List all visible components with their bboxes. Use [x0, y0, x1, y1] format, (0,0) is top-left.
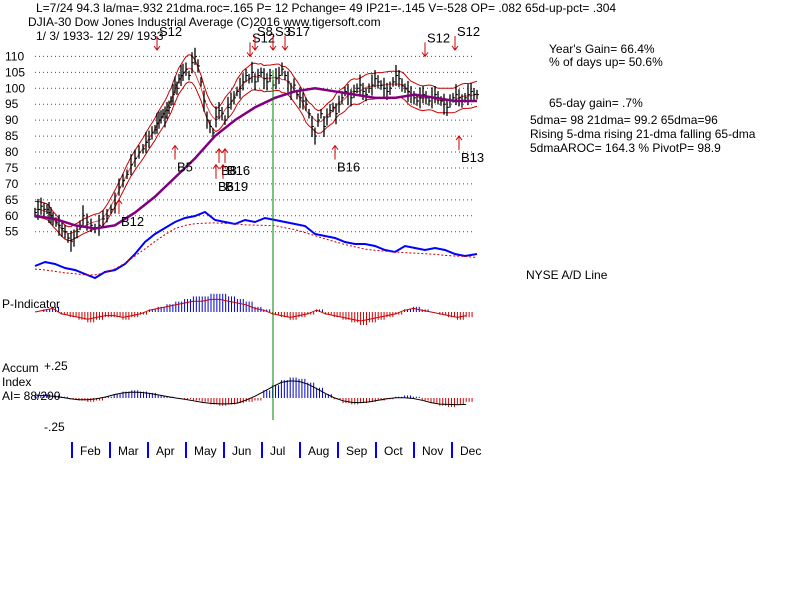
- y-tick-label: 65: [5, 193, 19, 207]
- sell-arrow-head: [269, 45, 277, 51]
- month-label: May: [194, 444, 217, 458]
- month-label: Jul: [270, 444, 285, 458]
- p-indicator-label: P-Indicator: [2, 297, 61, 311]
- sell-signal-label: S8: [257, 24, 273, 39]
- sell-signal-label: S12: [427, 30, 450, 45]
- month-label: Jun: [232, 444, 251, 458]
- sell-arrow-head: [281, 45, 289, 51]
- y-tick-label: 110: [5, 49, 24, 63]
- ma65-path: [34, 86, 477, 230]
- aroc-pivot: 5dmaAROC= 164.3 % PivotP= 98.9: [530, 141, 721, 155]
- month-label: Apr: [156, 444, 175, 458]
- upper-band: [35, 54, 478, 228]
- buy-arrow-head: [221, 147, 229, 154]
- years-gain: Year's Gain= 66.4%: [549, 42, 655, 56]
- sell-arrow-head: [421, 52, 429, 58]
- sell-arrow-head: [451, 45, 459, 51]
- buy-arrow-head: [171, 144, 179, 150]
- sell-arrow-head: [246, 52, 254, 58]
- ad-line-label: NYSE A/D Line: [526, 268, 608, 282]
- y-tick-label: 95: [5, 97, 19, 111]
- buy-signal-label: B19: [225, 179, 248, 194]
- price-axis-labels: 55 60 65 70 75 80 85 90 95 100 105 110: [5, 49, 25, 238]
- month-label: Sep: [346, 444, 368, 458]
- p-indicator-bars: [34, 293, 473, 325]
- p-indicator-ma: [34, 298, 467, 322]
- y-tick-label: 60: [5, 209, 19, 223]
- header-line-2: DJIA-30 Dow Jones Industrial Average (C)…: [28, 15, 381, 29]
- buy-signal-label: B12: [121, 214, 144, 229]
- y-tick-label: 100: [5, 81, 25, 95]
- price-bands: [35, 54, 478, 241]
- month-label: Oct: [384, 444, 403, 458]
- buy-signal-label: B16: [337, 160, 360, 175]
- buy-signal-label: B16: [227, 163, 250, 178]
- sell-arrow-head: [251, 45, 259, 51]
- month-label: Mar: [118, 444, 139, 458]
- buy-arrow-head: [215, 147, 223, 154]
- buy-signal-label: B5: [177, 160, 193, 175]
- ad-ma-path: [34, 222, 478, 276]
- buy-arrow-head: [331, 144, 339, 150]
- month-label: Dec: [460, 444, 481, 458]
- dma-values: 5dma= 98 21dma= 99.2 65dma=96: [530, 113, 718, 127]
- accum-ma: [34, 380, 467, 406]
- header-date-range: 1/ 3/ 1933- 12/ 29/ 1933: [36, 29, 164, 43]
- accum-index-bars: [34, 377, 473, 407]
- accum-bottom-tick: -.25: [44, 420, 65, 434]
- gain-65day: 65-day gain= .7%: [549, 96, 643, 110]
- pct-days-up: % of days up= 50.6%: [549, 55, 663, 69]
- y-tick-label: 80: [5, 145, 19, 159]
- buy-arrow-head: [455, 135, 463, 141]
- buy-signal-label: B6: [218, 179, 234, 194]
- sell-signal-label: S12: [159, 24, 182, 39]
- sell-signal-label: S3: [275, 24, 291, 39]
- accum-ai-label: AI= 88/200: [2, 389, 61, 403]
- accum-label: Accum: [2, 361, 39, 375]
- accum-top-tick: +.25: [44, 359, 68, 373]
- sell-signal-label: S12: [457, 24, 480, 39]
- buy-arrow-head: [212, 163, 220, 170]
- month-label: Feb: [80, 444, 101, 458]
- price-bars: [34, 47, 479, 252]
- y-tick-label: 90: [5, 113, 19, 127]
- buy-arrow-head: [219, 163, 227, 170]
- ad-line: [34, 210, 478, 280]
- buy-arrow-head: [115, 198, 123, 205]
- month-label: Nov: [422, 444, 443, 458]
- y-tick-label: 55: [5, 225, 19, 239]
- y-tick-label: 85: [5, 129, 19, 143]
- y-tick-label: 70: [5, 177, 19, 191]
- price-gridlines: [35, 55, 475, 233]
- accum-index-label: Index: [2, 375, 32, 389]
- header-line-1: L=7/24 94.3 la/ma=.932 21dma.roc=.165 P=…: [36, 1, 617, 15]
- y-tick-label: 105: [5, 65, 25, 79]
- ad-path: [34, 210, 478, 280]
- sell-arrow-head: [153, 45, 161, 51]
- y-tick-label: 75: [5, 161, 19, 175]
- sell-signal-label: S17: [287, 24, 310, 39]
- buy-signal-label: B13: [461, 150, 484, 165]
- rising-falling-status: Rising 5-dma rising 21-dma falling 65-dm…: [530, 127, 756, 141]
- sell-signal-label: S12: [252, 30, 275, 45]
- month-axis: Feb Mar Apr May Jun Jul Aug Sep Oct Nov Dec: [71, 442, 481, 458]
- month-label: Aug: [308, 444, 329, 458]
- ma65-line: [34, 86, 477, 230]
